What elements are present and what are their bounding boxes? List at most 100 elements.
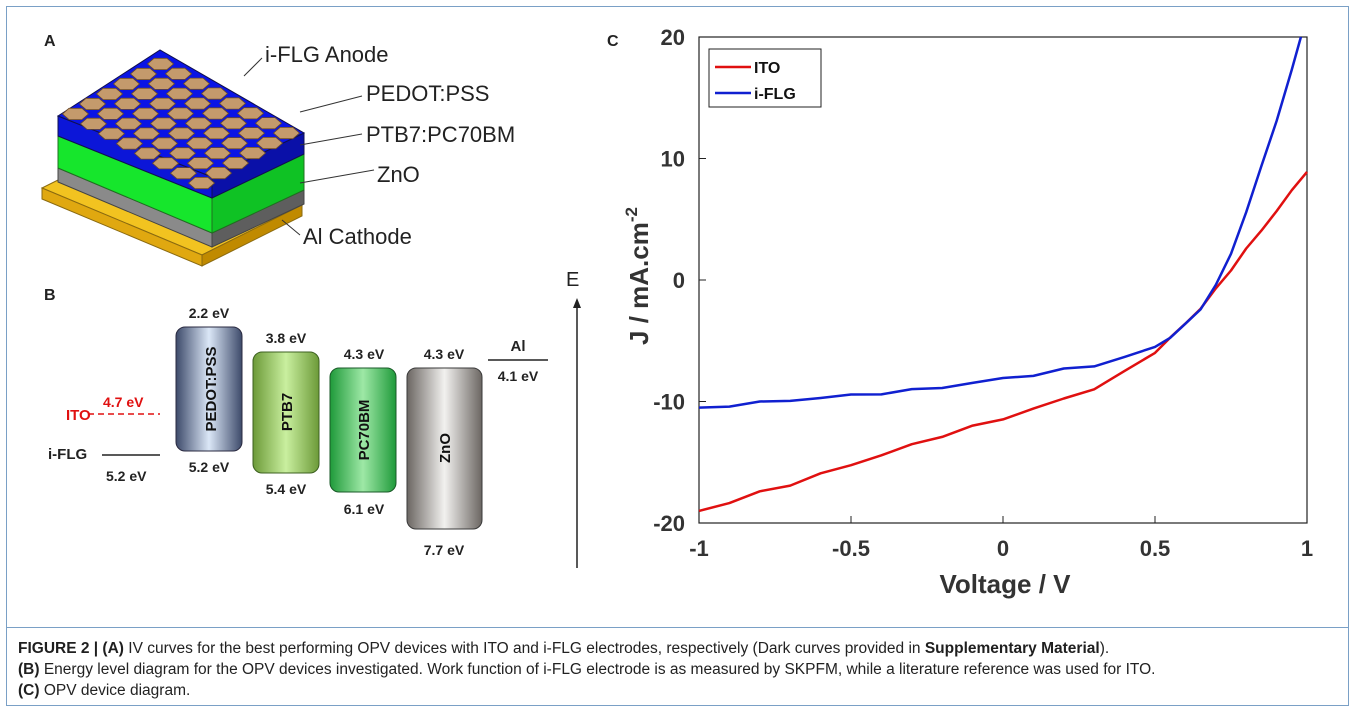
zno-box (406, 367, 483, 530)
graphene-flake (238, 146, 267, 160)
i-flg-label: i-FLG (48, 446, 87, 463)
graphene-flake (186, 157, 215, 170)
graphene-flake (221, 156, 250, 170)
graphene-flake (237, 127, 266, 140)
graphene-flake (97, 127, 126, 140)
legend-box (708, 48, 822, 108)
i-flg-hexagon-grid (61, 57, 301, 190)
panel-b-letter: B (44, 287, 56, 304)
al-label: Al (511, 338, 526, 355)
graphene-flake (168, 147, 197, 160)
caption-line-3: (C) OPV device diagram. (18, 680, 1338, 701)
y-tick-label: -10 (653, 390, 685, 415)
graphene-flake (149, 117, 178, 130)
caption-line-1: FIGURE 2 | (A) IV curves for the best pe… (18, 638, 1338, 659)
graphene-flake (272, 127, 301, 140)
graphene-flake (218, 97, 247, 110)
ito-label: ITO (66, 407, 91, 424)
y-tick-label: 0 (673, 268, 685, 293)
graphene-flake (182, 77, 211, 90)
al-cathode-side (201, 204, 303, 267)
graphene-flake (146, 57, 175, 70)
y-tick-label: 20 (661, 25, 685, 50)
i-flg-value: 5.2 eV (106, 468, 147, 484)
graphene-flake (164, 67, 193, 80)
caption-line-2-text: Energy level diagram for the OPV devices… (39, 661, 1156, 678)
graphene-flake (167, 127, 196, 140)
zno-box-label: ZnO (437, 433, 454, 463)
graphene-flake (113, 97, 142, 110)
graphene-flake (169, 167, 198, 180)
graphene-flake (202, 127, 231, 140)
ito-value: 4.7 eV (103, 394, 144, 410)
caption-line-3-text: OPV device diagram. (39, 682, 191, 699)
graphene-flake (132, 127, 161, 140)
graphene-flake (130, 87, 159, 100)
al-value: 4.1 eV (498, 368, 539, 384)
ptb7-box (252, 351, 320, 474)
graphene-flake (220, 137, 249, 150)
caption-line-1-text: IV curves for the best performing OPV de… (123, 640, 925, 657)
y-axis-label-group: J / mA.cm-2 (622, 207, 654, 345)
graphene-flake (236, 107, 265, 120)
y-axis-label-main: J / mA.cm (624, 222, 654, 345)
pc70bm-box (329, 367, 397, 493)
graphene-flake (96, 107, 125, 120)
ptb7-top-value: 3.8 eV (266, 330, 307, 346)
energy-axis-label: E (566, 269, 579, 291)
graphene-flake (78, 97, 107, 110)
plot-frame (698, 36, 1308, 524)
caption-line-2: (B) Energy level diagram for the OPV dev… (18, 659, 1338, 680)
y-axis-label-superscript: -2 (622, 207, 641, 222)
graphene-flake (112, 77, 141, 90)
graphene-flake (133, 147, 162, 160)
zno-bottom-value: 7.7 eV (424, 542, 465, 558)
figure-frame (6, 6, 1349, 706)
graphene-flake (79, 117, 108, 130)
energy-arrow-head (573, 298, 581, 308)
graphene-flake (95, 87, 124, 100)
panel-a-letter: A (44, 33, 56, 50)
y-axis-label: J / mA.cm-2 (622, 207, 654, 345)
legend-label-ito: ITO (754, 60, 780, 77)
x-tick-label: -1 (689, 536, 709, 561)
series-line-i-flg (698, 36, 1303, 409)
caption-divider (6, 627, 1349, 628)
figure-caption: FIGURE 2 | (A) IV curves for the best pe… (18, 638, 1338, 701)
caption-line-1-end: ). (1099, 640, 1110, 657)
caption-figure-number: FIGURE 2 | (A) (18, 640, 124, 657)
graphene-flake (165, 87, 194, 100)
iv-chart: C -1 -0.5 0 0.5 1 20 10 0 -10 -20 ITO i-FLG Volta… (607, 25, 1313, 599)
layer-label-anode: i-FLG Anode (265, 42, 389, 67)
pedot-top-value: 2.2 eV (189, 305, 230, 321)
layer-label-cathode: Al Cathode (303, 224, 412, 249)
x-tick-label: 0 (997, 536, 1009, 561)
caption-c-marker: (C) (18, 682, 40, 699)
series-lines (698, 36, 1308, 513)
pedot-bottom-value: 5.2 eV (189, 459, 230, 475)
graphene-flake (201, 107, 230, 120)
graphene-flake (204, 166, 233, 180)
pedot-box (175, 326, 243, 452)
graphene-flake (131, 107, 160, 120)
graphene-flake (150, 137, 179, 150)
x-axis-label: Voltage / V (940, 569, 1072, 599)
graphene-flake (183, 97, 212, 110)
caption-b-marker: (B) (18, 661, 40, 678)
layer-label-pedot: PEDOT:PSS (366, 81, 489, 106)
graphene-flake (129, 67, 158, 80)
graphene-flake (151, 157, 180, 170)
axis-ticks: -1 -0.5 0 0.5 1 20 10 0 -10 -20 (653, 25, 1313, 561)
panel-c-letter: C (607, 33, 619, 50)
graphene-flake (166, 107, 195, 120)
graphene-flake (255, 136, 284, 150)
pc70bm-box-label: PC70BM (356, 400, 373, 461)
legend-label-i-flg: i-FLG (754, 86, 796, 103)
graphene-flake (187, 176, 216, 190)
graphene-flake (203, 147, 232, 160)
graphene-flake (115, 137, 144, 150)
ptb7-box-label: PTB7 (279, 393, 296, 431)
graphene-flake (114, 117, 143, 130)
panels-ab: A i-FLG Anode PEDOT:PSS PTB7:PC70BM ZnO … (40, 33, 581, 568)
graphene-flake (219, 117, 248, 130)
